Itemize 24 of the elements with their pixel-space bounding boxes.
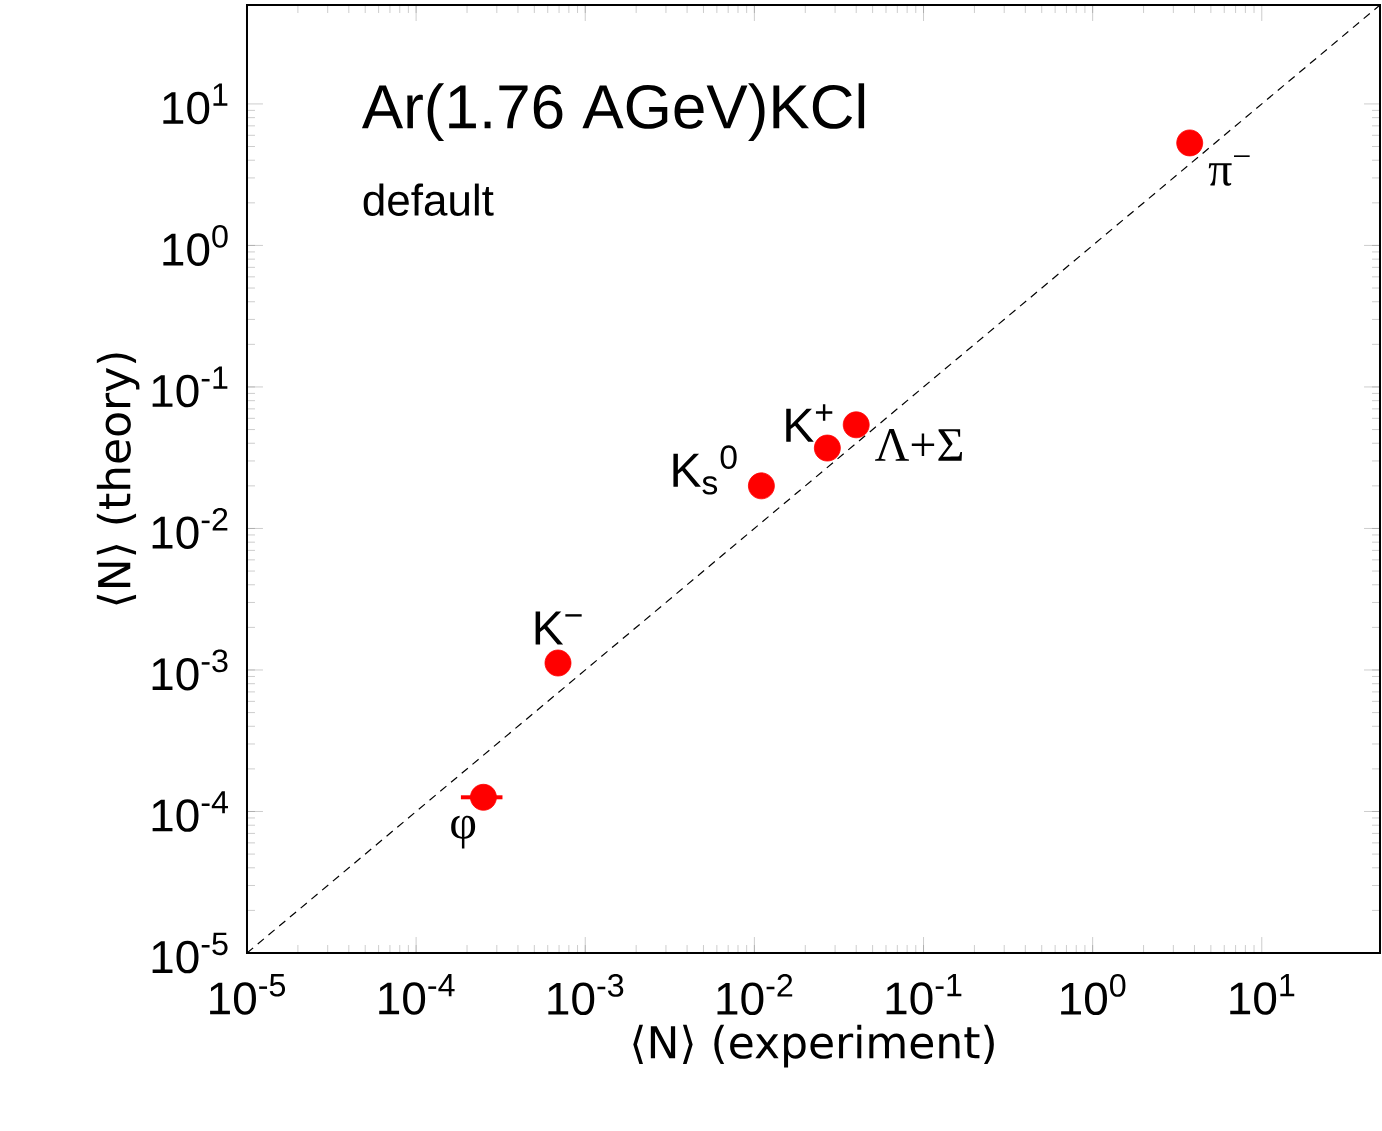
- y-tick-label: 10$^{1}$: [163, 83, 228, 125]
- x-tick-label: 10$^{-5}$: [210, 974, 286, 1015]
- y-tick-label: 10$^{-3}$: [152, 649, 228, 691]
- text: default: [363, 183, 494, 216]
- x-axis-title: ⟨N⟩ (experiment): [633, 1024, 994, 1068]
- text: Ar(1.76 AGeV)KCl: [361, 83, 865, 142]
- annotation: K$^{+}$: [786, 404, 833, 442]
- x-tick-label: 10$^{1}$: [1230, 974, 1295, 1015]
- y-axis-title: ⟨N⟩ (theory): [96, 353, 140, 605]
- annotation: φ: [451, 815, 476, 849]
- x-tick-label: 10$^{0}$: [1061, 974, 1126, 1016]
- y-tick-label: 10$^{-4}$: [152, 791, 228, 832]
- y-tick-label: 10$^{0}$: [163, 224, 228, 266]
- annotation: π$^{−}$: [1208, 155, 1250, 186]
- annotation: K$_{s}$0: [673, 445, 737, 495]
- x-tick-label: 10$^{-1}$: [886, 974, 962, 1015]
- y-tick-label: 10$^{-5}$: [152, 932, 228, 974]
- x-tick-label: 10$^{-3}$: [548, 974, 624, 1016]
- x-tick-label: 10$^{-4}$: [379, 974, 455, 1015]
- x-tick-label: 10$^{-2}$: [717, 974, 793, 1016]
- annotation: Λ+Σ: [875, 428, 963, 461]
- y-tick-label: 10$^{-1}$: [152, 366, 228, 408]
- y-tick-label: 10$^{-2}$: [152, 507, 228, 549]
- annotation: K$^{−}$: [535, 611, 582, 645]
